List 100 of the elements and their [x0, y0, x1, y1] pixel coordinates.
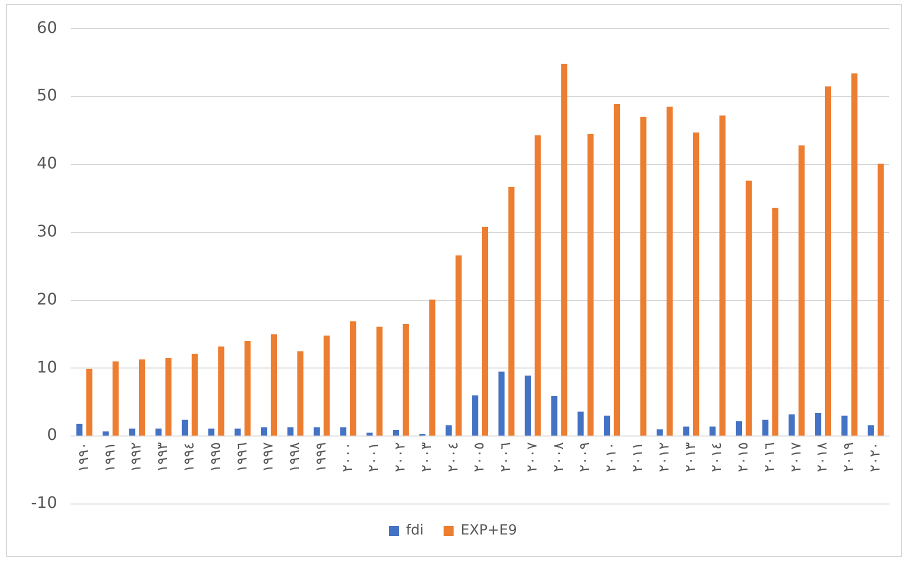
bar	[155, 428, 162, 436]
x-tick-label: ١٩٩١	[102, 442, 118, 472]
bar	[392, 430, 400, 436]
bar	[86, 368, 92, 436]
bar	[314, 427, 320, 436]
x-tick-label: ٢٠١٠	[604, 442, 620, 472]
x-tick-label: ٢٠٠٩	[577, 442, 594, 472]
bar	[350, 321, 356, 436]
y-tick-label: 40	[36, 154, 58, 173]
x-tick-label: ١٩٩٧	[260, 442, 277, 472]
bar	[138, 359, 146, 436]
x-tick-label: ٢٠١٥	[736, 442, 752, 472]
bar	[683, 426, 690, 436]
x-tick-label: ١٩٩٠	[76, 442, 92, 472]
bar	[551, 396, 558, 436]
x-tick-label: ٢٠٠٤	[445, 442, 462, 472]
x-tick-label: ٢٠١١	[630, 442, 646, 472]
x-tick-label: ١٩٩٤	[181, 442, 198, 472]
x-tick-label: ٢٠٠٣	[418, 442, 435, 472]
bar	[841, 416, 848, 436]
bar	[762, 420, 768, 436]
x-tick-label: ٢٠٠٦	[498, 442, 514, 472]
bar	[561, 64, 568, 436]
x-tick-label: ٢٠٠٠	[340, 442, 356, 472]
bar	[710, 426, 716, 436]
bar	[76, 424, 82, 436]
x-tick-label: ٢٠٠٢	[392, 442, 409, 472]
bar	[798, 145, 805, 436]
bar	[112, 361, 119, 436]
x-tick-label: ١٩٩٩	[313, 442, 330, 472]
bar	[402, 324, 409, 436]
bar	[824, 86, 832, 436]
legend-label: fdi	[406, 522, 424, 539]
x-tick-label: ٢٠٠١	[366, 442, 382, 472]
bar	[340, 427, 346, 436]
bar	[324, 336, 330, 436]
bar	[772, 208, 778, 436]
bar	[656, 429, 663, 436]
bar	[614, 104, 620, 436]
bar	[746, 180, 752, 436]
bar	[508, 186, 514, 436]
bar	[604, 416, 610, 436]
bar	[498, 372, 505, 436]
bar	[693, 132, 700, 436]
x-tick-label: ٢٠١٤	[709, 442, 726, 472]
bar	[482, 226, 488, 436]
x-tick-label: ٢٠٠٨	[550, 442, 567, 472]
bar	[297, 351, 304, 436]
x-tick-label: ٢٠٢٠	[867, 442, 884, 472]
x-tick-label: ١٩٩٦	[234, 442, 250, 472]
bar	[719, 116, 726, 436]
x-tick-label: ١٩٩٥	[208, 442, 224, 472]
x-tick-label: ٢٠١٧	[788, 442, 804, 472]
x-tick-label: ٢٠١٨	[814, 442, 831, 472]
bar	[234, 428, 241, 436]
legend-label: EXP+E9	[460, 522, 518, 539]
bar	[102, 431, 109, 436]
bar	[524, 376, 531, 436]
x-tick-label: ٢٠١٣	[682, 442, 699, 472]
x-tick-label: ٢٠١٦	[762, 442, 778, 472]
bar	[270, 334, 278, 436]
x-tick-label: ٢٠١٢	[656, 442, 672, 472]
x-tick-label: ٢٠١٩	[841, 442, 858, 472]
x-tick-label: ٢٠٠٥	[472, 442, 488, 472]
y-tick-label: 10	[36, 357, 58, 376]
y-tick-label: 50	[36, 86, 58, 105]
y-tick-label: -10	[30, 493, 58, 512]
bar	[587, 134, 594, 436]
bar	[640, 116, 646, 436]
y-tick-label: 30	[36, 222, 58, 240]
bar	[578, 412, 584, 436]
bar	[287, 427, 294, 436]
bar	[366, 432, 373, 436]
x-tick-label: ١٩٩٣	[155, 442, 172, 472]
bar	[868, 425, 874, 436]
x-tick-label: ١٩٩٨	[287, 442, 304, 472]
y-tick-label: 60	[36, 18, 58, 37]
bar	[736, 421, 742, 436]
bar	[666, 106, 673, 436]
bar	[456, 255, 462, 436]
bar	[192, 354, 198, 436]
bar	[815, 412, 822, 436]
bar	[165, 358, 172, 436]
bar	[429, 300, 436, 436]
y-tick-label: 0	[46, 425, 58, 444]
bar	[218, 346, 224, 436]
x-tick-label: ٢٠٠٧	[524, 442, 540, 472]
bar	[208, 428, 214, 436]
bar	[534, 135, 541, 436]
bar	[260, 427, 268, 436]
bar	[788, 414, 795, 436]
y-tick-label: 20	[36, 289, 58, 308]
bar	[129, 428, 136, 436]
bar	[376, 326, 383, 436]
bar	[446, 425, 452, 436]
bar	[244, 341, 251, 436]
bar	[851, 73, 858, 436]
bar	[182, 420, 188, 436]
bar	[878, 164, 884, 436]
bar	[472, 395, 478, 436]
